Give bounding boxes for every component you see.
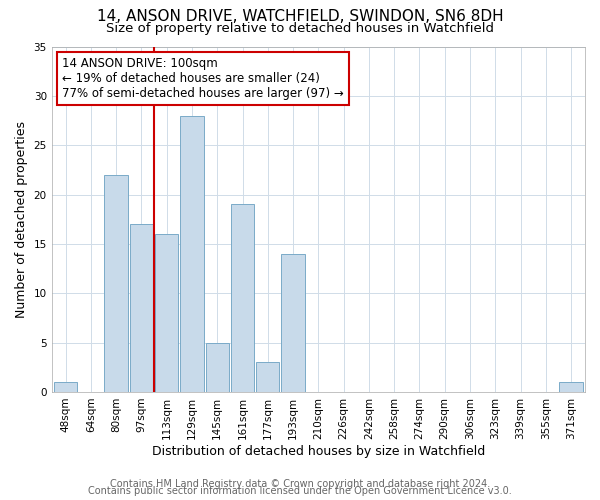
Bar <box>181 116 203 392</box>
Bar <box>206 342 229 392</box>
Text: Contains HM Land Registry data © Crown copyright and database right 2024.: Contains HM Land Registry data © Crown c… <box>110 479 490 489</box>
X-axis label: Distribution of detached houses by size in Watchfield: Distribution of detached houses by size … <box>152 444 485 458</box>
Y-axis label: Number of detached properties: Number of detached properties <box>15 120 28 318</box>
Bar <box>130 224 153 392</box>
Bar <box>559 382 583 392</box>
Bar <box>104 175 128 392</box>
Text: 14 ANSON DRIVE: 100sqm
← 19% of detached houses are smaller (24)
77% of semi-det: 14 ANSON DRIVE: 100sqm ← 19% of detached… <box>62 57 344 100</box>
Text: Contains public sector information licensed under the Open Government Licence v3: Contains public sector information licen… <box>88 486 512 496</box>
Bar <box>155 234 178 392</box>
Text: 14, ANSON DRIVE, WATCHFIELD, SWINDON, SN6 8DH: 14, ANSON DRIVE, WATCHFIELD, SWINDON, SN… <box>97 9 503 24</box>
Bar <box>54 382 77 392</box>
Bar <box>256 362 280 392</box>
Bar <box>231 204 254 392</box>
Bar <box>281 254 305 392</box>
Text: Size of property relative to detached houses in Watchfield: Size of property relative to detached ho… <box>106 22 494 35</box>
